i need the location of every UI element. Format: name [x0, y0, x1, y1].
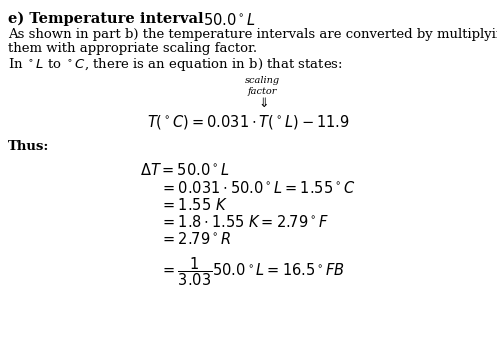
Text: As shown in part b) the temperature intervals are converted by multiplying: As shown in part b) the temperature inte…	[8, 28, 497, 41]
Text: $= 1.55\ K$: $= 1.55\ K$	[160, 197, 228, 213]
Text: scaling: scaling	[245, 76, 279, 85]
Text: $\Downarrow$: $\Downarrow$	[256, 97, 268, 110]
Text: In $^\circ L$ to $^\circ C$, there is an equation in b) that states:: In $^\circ L$ to $^\circ C$, there is an…	[8, 56, 343, 73]
Text: e) Temperature interval: e) Temperature interval	[8, 12, 209, 26]
Text: $50.0^\circ L$: $50.0^\circ L$	[203, 12, 256, 28]
Text: $\Delta T = 50.0^\circ L$: $\Delta T = 50.0^\circ L$	[140, 162, 230, 178]
Text: $= 0.031 \cdot 50.0^\circ L = 1.55^\circ C$: $= 0.031 \cdot 50.0^\circ L = 1.55^\circ…	[160, 180, 355, 196]
Text: $= 2.79^\circ R$: $= 2.79^\circ R$	[160, 231, 231, 247]
Text: $T(^\circ C) = 0.031 \cdot T(^\circ L) - 11.9$: $T(^\circ C) = 0.031 \cdot T(^\circ L) -…	[147, 113, 349, 131]
Text: Thus:: Thus:	[8, 140, 49, 153]
Text: $= 1.8 \cdot 1.55\ K = 2.79^\circ F$: $= 1.8 \cdot 1.55\ K = 2.79^\circ F$	[160, 214, 329, 230]
Text: them with appropriate scaling factor.: them with appropriate scaling factor.	[8, 42, 257, 55]
Text: factor: factor	[248, 87, 277, 96]
Text: $= \dfrac{1}{3.03}50.0^\circ L = 16.5^\circ FB$: $= \dfrac{1}{3.03}50.0^\circ L = 16.5^\c…	[160, 255, 345, 288]
